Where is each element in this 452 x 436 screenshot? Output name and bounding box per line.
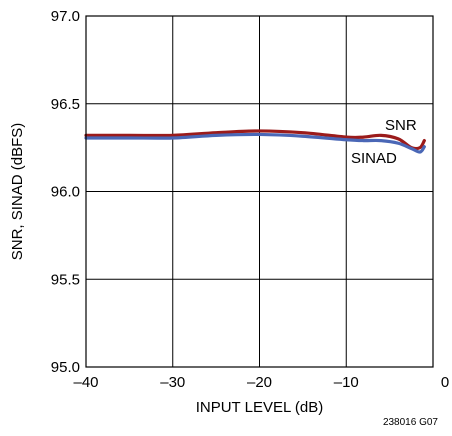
grid (86, 16, 433, 367)
axes (85, 15, 434, 368)
x-tick-label: –40 (73, 374, 98, 391)
tick-labels: 95.0 95.5 96.0 96.5 97.0 –40 –30 –20 –10 0 (51, 8, 449, 391)
series-label-sinad: SINAD (351, 150, 397, 167)
x-tick-label: –10 (334, 374, 359, 391)
series-group (84, 129, 426, 154)
y-axis-label: SNR, SINAD (dBFS) (9, 123, 26, 261)
series-label-snr: SNR (385, 117, 417, 134)
x-axis-label: INPUT LEVEL (dB) (196, 399, 324, 416)
x-tick-label: –20 (247, 374, 272, 391)
x-tick-label: –30 (160, 374, 185, 391)
plot-frame (85, 15, 434, 368)
y-tick-label: 97.0 (51, 8, 80, 25)
y-tick-label: 96.0 (51, 184, 80, 201)
series-line-sinad (84, 132, 426, 154)
x-tick-label: 0 (441, 374, 449, 391)
y-tick-label: 95.0 (51, 359, 80, 376)
y-tick-label: 95.5 (51, 271, 80, 288)
y-tick-label: 96.5 (51, 96, 80, 113)
figure-id: 238016 G07 (383, 417, 438, 428)
